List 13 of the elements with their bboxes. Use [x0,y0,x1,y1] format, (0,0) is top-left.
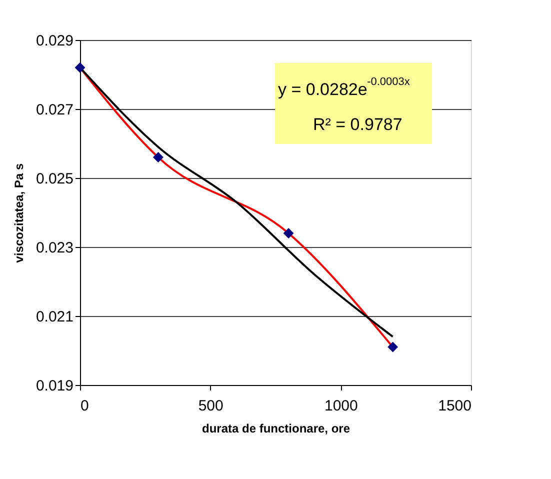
y-tick-label: 0.021 [36,308,74,326]
y-tick-label: 0.019 [36,378,74,394]
x-tick-label: 1000 [324,398,358,414]
annotation: R² = 0.9787 [313,115,402,134]
y-tick-label: 0.025 [36,170,74,188]
y-tick-label: 0.027 [36,102,74,118]
x-axis-title: durata de functionare, ore [202,422,350,436]
y-tick-label: 0.029 [36,32,74,50]
y-axis-title: viscozitatea, Pa s [12,162,26,263]
x-tick-label: 1500 [438,398,472,414]
y-tick-label: 0.023 [36,240,74,256]
x-tick-label: 0 [80,398,89,414]
x-tick-label: 500 [198,398,224,414]
